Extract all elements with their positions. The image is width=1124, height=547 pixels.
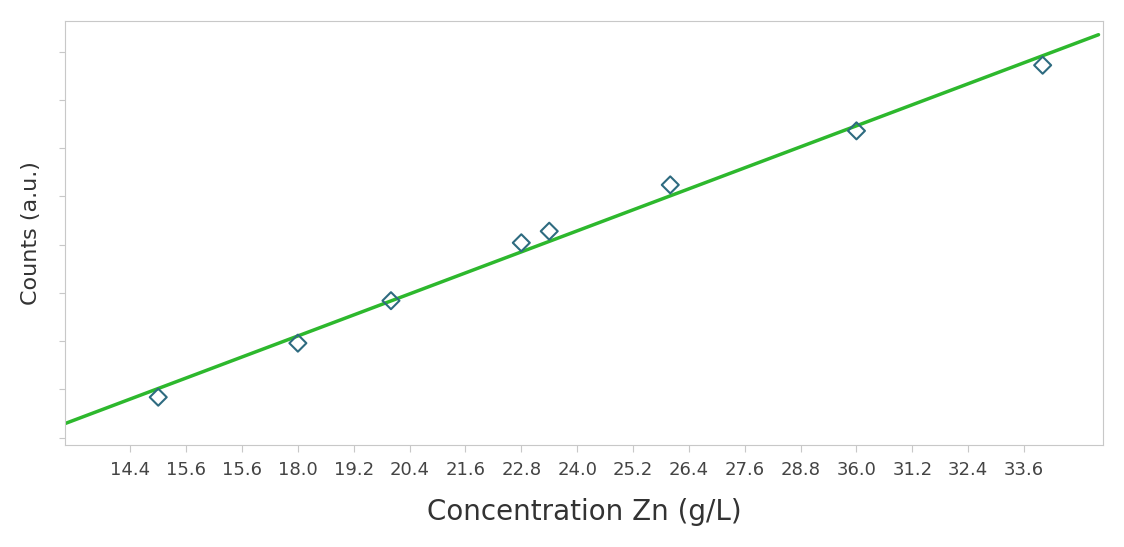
- Point: [513, 238, 531, 247]
- Point: [382, 296, 400, 305]
- Point: [1034, 61, 1052, 69]
- X-axis label: Concentration Zn (g/L): Concentration Zn (g/L): [427, 498, 742, 526]
- Point: [541, 227, 559, 236]
- Y-axis label: Counts (a.u.): Counts (a.u.): [21, 161, 40, 305]
- Point: [289, 339, 307, 347]
- Point: [661, 181, 679, 189]
- Point: [847, 126, 865, 135]
- Point: [149, 393, 167, 401]
